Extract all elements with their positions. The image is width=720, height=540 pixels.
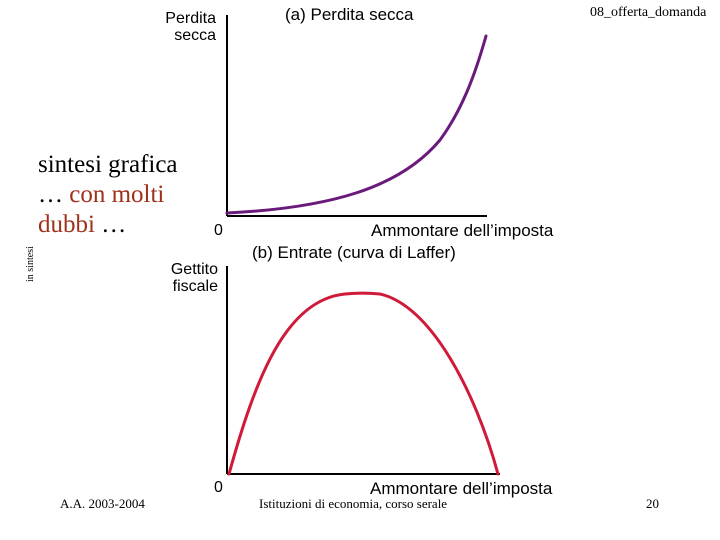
chart-b-ylabel-line-1: Gettito [170, 261, 218, 278]
intro-line-3-highlight: dubbi [38, 211, 95, 238]
chart-a-origin-label: 0 [214, 222, 223, 239]
slide-code-label: 08_offerta_domanda [590, 5, 707, 20]
chart-a-title: (a) Perdita secca [285, 5, 414, 24]
footer-academic-year: A.A. 2003-2004 [60, 496, 145, 511]
intro-line-3: dubbi … [38, 210, 178, 240]
chart-a-curve-deadweight-loss [225, 34, 488, 215]
intro-line-2: … con molti [38, 180, 178, 210]
intro-line-1: sintesi grafica [38, 151, 178, 178]
chart-a-ylabel: Perdita secca [140, 10, 216, 44]
chart-b-origin-label: 0 [214, 479, 223, 496]
chart-b-curve-laffer [227, 291, 500, 476]
chart-a-xlabel: Ammontare dell’imposta [371, 221, 554, 240]
chart-b-title: (b) Entrate (curva di Laffer) [252, 243, 456, 262]
chart-b-xlabel: Ammontare dell’imposta [370, 479, 553, 498]
intro-line-3-suffix: … [94, 211, 127, 238]
chart-b-ylabel-line-2: fiscale [172, 278, 218, 295]
chart-a-ylabel-line-2: secca [174, 27, 216, 44]
chart-b-ylabel: Gettito fiscale [140, 261, 218, 295]
footer-course-name: Istituzioni di economia, corso serale [259, 496, 448, 511]
intro-line-2-highlight: con molti [69, 181, 165, 208]
chart-a-ylabel-line-1: Perdita [165, 10, 216, 27]
intro-line-2-prefix: … [38, 181, 70, 208]
footer-page-number: 20 [646, 496, 659, 511]
intro-text: sintesi grafica … con molti dubbi … [38, 150, 178, 240]
